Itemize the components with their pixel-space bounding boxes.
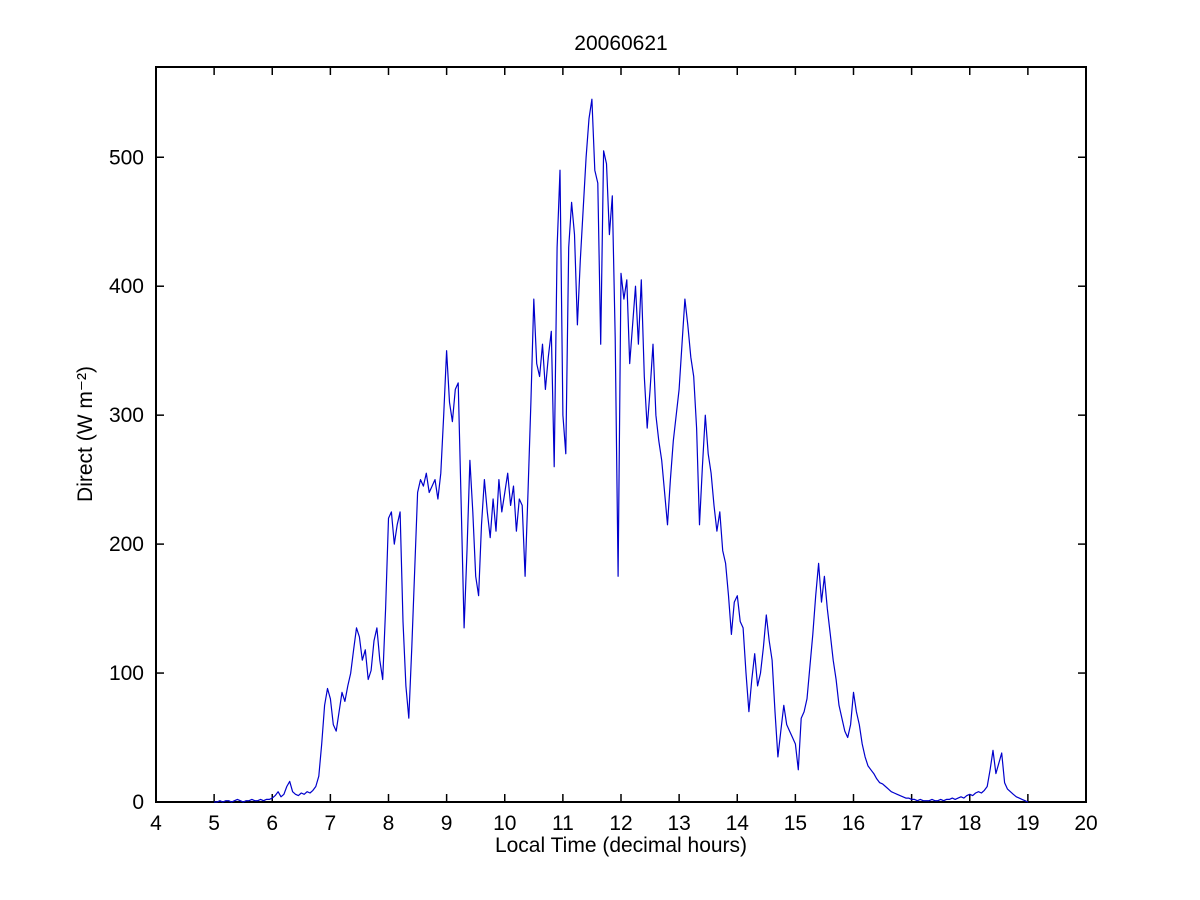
x-tick-label: 19 bbox=[1016, 812, 1039, 835]
x-tick-label: 18 bbox=[958, 812, 981, 835]
x-tick-label: 8 bbox=[383, 812, 395, 835]
x-tick-label: 6 bbox=[266, 812, 278, 835]
x-tick-label: 12 bbox=[609, 812, 632, 835]
x-tick-label: 17 bbox=[900, 812, 923, 835]
x-tick-label: 14 bbox=[726, 812, 750, 835]
x-tick-marks bbox=[155, 67, 1087, 802]
x-tick-label: 4 bbox=[150, 812, 162, 835]
y-tick-label: 300 bbox=[109, 404, 144, 427]
x-tick-label: 13 bbox=[667, 812, 690, 835]
y-tick-label: 100 bbox=[109, 662, 144, 685]
irradiance-line bbox=[214, 98, 1029, 803]
chart-title: 20060621 bbox=[574, 32, 667, 55]
plot-area-border bbox=[155, 66, 1087, 803]
x-tick-labels: 4 5 6 7 8 9 10 11 12 13 14 15 16 17 18 19 20 bbox=[150, 812, 1098, 835]
y-tick-labels: 0 100 200 300 400 500 bbox=[109, 146, 144, 814]
y-tick-marks bbox=[156, 156, 1086, 803]
y-axis-label: Direct (W m⁻²) bbox=[74, 366, 97, 502]
x-tick-label: 11 bbox=[552, 812, 574, 835]
x-tick-label: 7 bbox=[325, 812, 337, 835]
x-tick-label: 16 bbox=[842, 812, 865, 835]
x-tick-label: 10 bbox=[493, 812, 516, 835]
x-axis-label: Local Time (decimal hours) bbox=[495, 834, 747, 857]
x-tick-label: 20 bbox=[1074, 812, 1097, 835]
x-tick-label: 5 bbox=[208, 812, 220, 835]
y-tick-label: 500 bbox=[109, 146, 144, 169]
x-tick-label: 9 bbox=[441, 812, 453, 835]
y-tick-label: 0 bbox=[132, 791, 144, 814]
y-tick-label: 400 bbox=[109, 275, 144, 298]
y-tick-label: 200 bbox=[109, 533, 144, 556]
x-tick-label: 15 bbox=[784, 812, 807, 835]
